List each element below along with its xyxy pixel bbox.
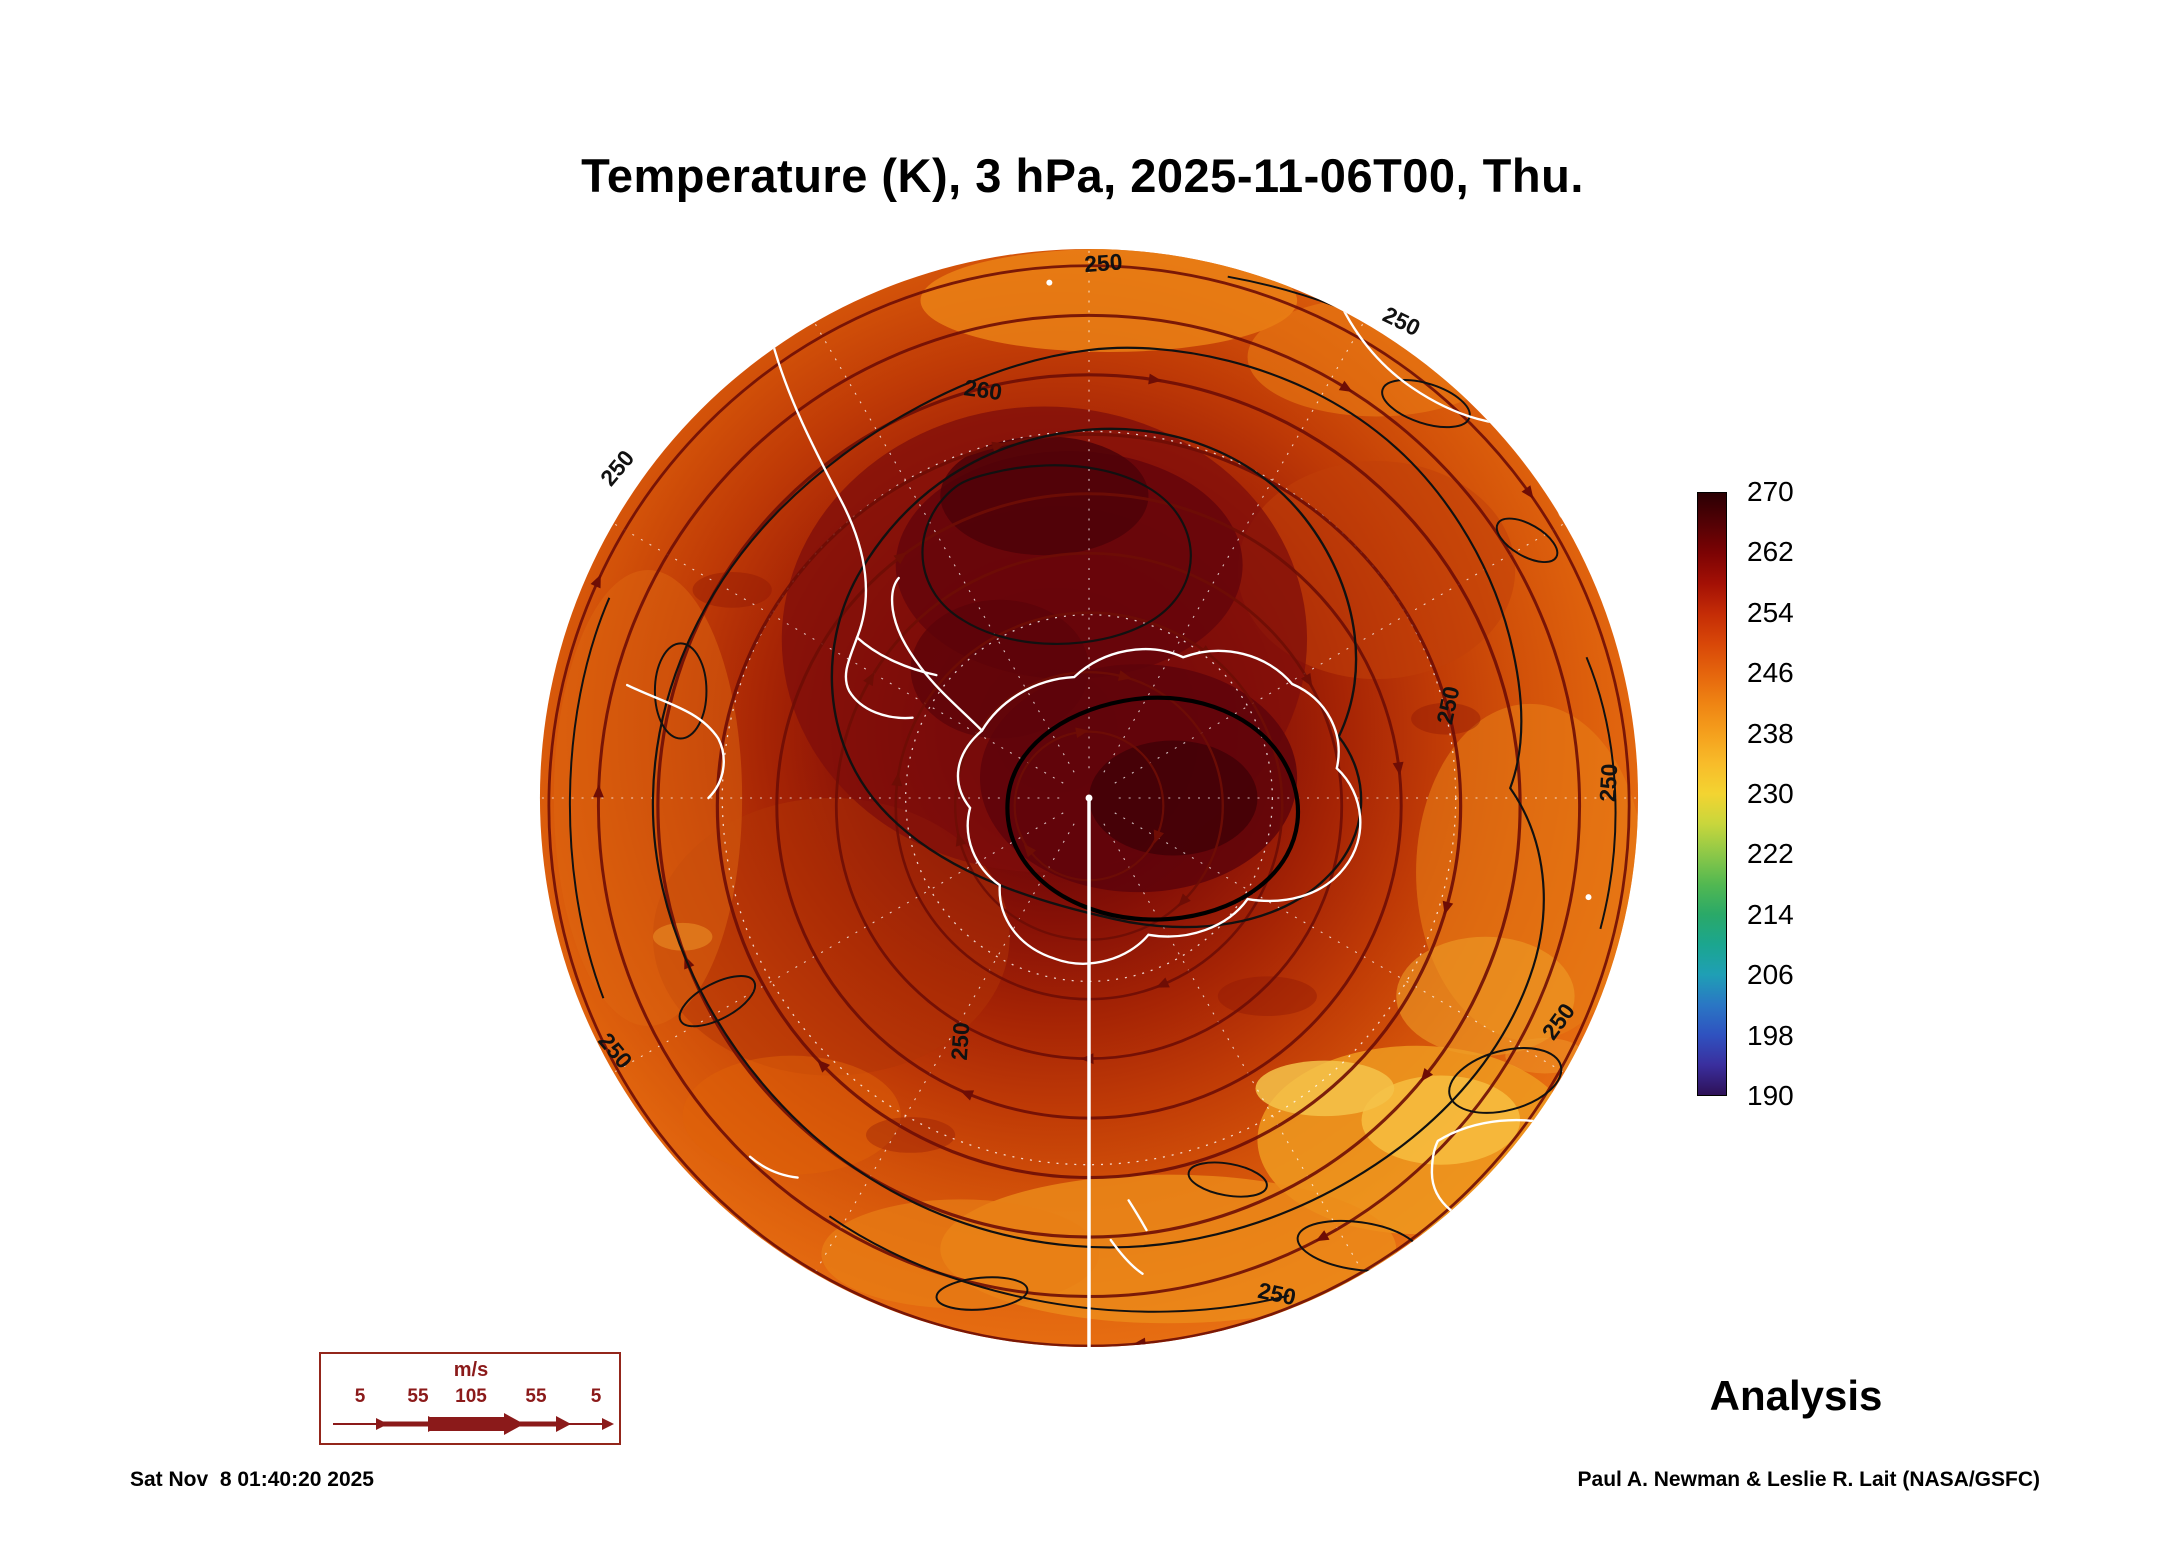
streamline-arrowhead [1117,670,1132,681]
contour-upper-inner [921,464,1192,645]
coastline-south-america [770,338,914,720]
streamline-arrowhead [891,772,903,787]
colorbar-labels: 270 262 254 246 238 230 222 214 206 198 190 [1747,476,1847,1111]
coastline-island [1046,279,1053,286]
streamline-arrowhead [1521,485,1534,499]
streamline-arrowhead [1392,761,1404,776]
generation-timestamp: Sat Nov 8 01:40:20 2025 [130,1468,374,1491]
plot-title: Temperature (K), 3 hPa, 2025-11-06T00, T… [581,149,1584,202]
colorbar-tick-label: 254 [1747,596,1794,628]
credit-line: Paul A. Newman & Leslie R. Lait (NASA/GS… [1577,1468,2040,1491]
streamline-arrowhead [593,784,604,798]
coastline-new-zealand-south [1109,1238,1144,1275]
meridian-line [614,812,1064,1073]
streamline-arrowhead [1155,977,1170,988]
streamline-arrowhead [590,574,601,589]
contour-label: 250 [1379,301,1425,341]
colorbar-tick-label: 206 [1747,959,1794,991]
colorbar-tick-label: 222 [1747,838,1794,870]
colorbar-tick-label: 198 [1747,1019,1794,1051]
streamline-arrowhead [991,441,1006,453]
coastline-madagascar [1555,473,1574,520]
streamline-arrowhead [863,672,875,687]
temperature-map-globe: 250 250 260 250 250 250 250 250 250 250 [539,248,1639,1348]
meridian-line [1114,523,1564,784]
contour-260 [830,427,1363,929]
wind-speed-arrow [333,1413,614,1435]
colorbar-tick-label: 262 [1747,536,1794,568]
wind-legend-value: 55 [407,1386,429,1407]
streamline-arrowhead [1075,727,1089,739]
colorbar-tick-label: 214 [1747,898,1794,930]
wind-legend-graphic: m/s 5 55 105 55 5 [333,1359,614,1435]
streamline-arrowhead [1023,843,1037,858]
streamline-arrowhead [893,552,907,565]
coastline-antarctica [956,648,1362,965]
meridian-line [814,823,1075,1273]
meridian-line [1114,812,1564,1073]
meridian-line [1103,323,1364,773]
wind-legend-value: 105 [455,1386,487,1407]
colorbar-tick-label: 270 [1747,476,1794,507]
wind-legend-value: 5 [355,1386,366,1407]
contour-label: 250 [946,1021,975,1061]
wind-legend-value: 55 [525,1386,547,1407]
contour-label: 260 [962,374,1003,405]
meridian-line [1103,823,1364,1273]
streamline-arrowhead [1178,893,1191,907]
contour-label: 250 [595,445,639,491]
wind-legend-value: 5 [591,1386,602,1407]
streamline-arrowhead [1148,373,1162,385]
latitude-circle [905,614,1273,982]
colorbar-tick-label: 230 [1747,778,1794,809]
streamline-arrowhead [1300,672,1313,687]
streamline-arrowhead [960,1090,975,1101]
meridian-line [614,523,1064,784]
streamline-arrowhead [1420,1067,1434,1082]
streamline-arrowhead [1442,900,1454,915]
colorbar-tick-label: 190 [1747,1080,1794,1111]
wind-speed-legend: m/s 5 55 105 55 5 [319,1352,621,1445]
contour-inner-bold [1005,695,1300,922]
coastline-island [1585,894,1592,901]
coastline-left-mid [625,683,725,800]
temperature-shading [553,248,1639,1324]
colorbar-tick-label: 246 [1747,657,1794,689]
temperature-contours [568,275,1617,1313]
coastline-bottom-left [748,1155,799,1179]
streamline-arrowhead [1338,380,1353,393]
contour-label: 250 [1083,248,1123,277]
colorbar-tick-label: 238 [1747,717,1794,749]
pole-marker [1085,794,1093,802]
streamline-arrowhead [1315,1230,1330,1242]
coastline-south-america-branch [855,636,938,677]
globe-clipped-content [539,248,1639,1348]
streamline-arrowhead [955,832,967,847]
coastline-new-zealand-north [1127,1199,1148,1232]
streamline-arrowhead [1153,829,1164,844]
contour-label: 250 [1594,763,1622,802]
coastline-antarctic-peninsula [890,576,984,732]
wind-legend-unit: m/s [454,1359,488,1381]
analysis-label: Analysis [1709,1372,1883,1419]
colorbar-gradient [1697,492,1727,1096]
meridian-line [814,323,1075,773]
streamline-arrowhead [817,1059,831,1073]
